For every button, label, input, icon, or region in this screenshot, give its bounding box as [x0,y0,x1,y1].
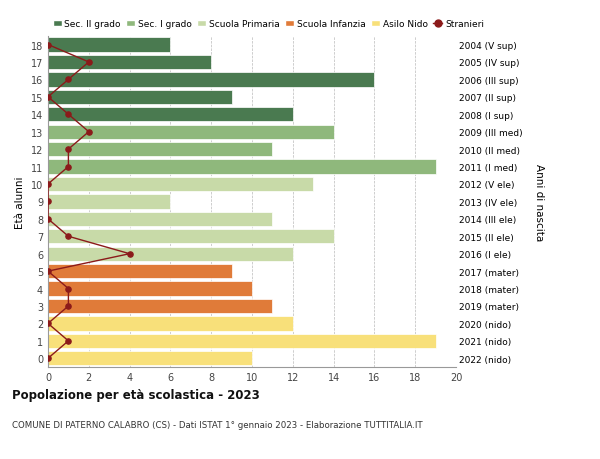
Point [125,251,134,258]
Point [43,268,53,275]
Bar [48,352,252,366]
Bar [48,212,272,226]
Bar [48,230,334,244]
Bar [48,38,170,52]
Point [43,94,53,101]
Point [43,42,53,49]
Bar [48,282,252,296]
Point [64,285,73,292]
Y-axis label: Età alunni: Età alunni [15,176,25,228]
Point [43,355,53,362]
Legend: Sec. II grado, Sec. I grado, Scuola Primaria, Scuola Infanzia, Asilo Nido, Stran: Sec. II grado, Sec. I grado, Scuola Prim… [53,20,484,29]
Bar [48,73,374,87]
Bar [48,334,436,348]
Bar [48,125,334,140]
Point [84,59,94,67]
Point [64,77,73,84]
Point [64,163,73,171]
Point [43,216,53,223]
Point [64,112,73,119]
Point [64,146,73,153]
Point [84,129,94,136]
Point [64,302,73,310]
Point [43,181,53,188]
Bar [48,264,232,279]
Point [43,320,53,327]
Point [43,198,53,206]
Bar [48,178,313,192]
Bar [48,317,293,331]
Bar [48,56,211,70]
Bar [48,195,170,209]
Bar [48,90,232,105]
Text: COMUNE DI PATERNO CALABRO (CS) - Dati ISTAT 1° gennaio 2023 - Elaborazione TUTTI: COMUNE DI PATERNO CALABRO (CS) - Dati IS… [12,420,422,429]
Y-axis label: Anni di nascita: Anni di nascita [533,163,544,241]
Bar [48,143,272,157]
Text: Popolazione per età scolastica - 2023: Popolazione per età scolastica - 2023 [12,388,260,401]
Bar [48,247,293,261]
Bar [48,108,293,122]
Bar [48,299,272,313]
Point [64,337,73,345]
Bar [48,160,436,174]
Point [64,233,73,241]
